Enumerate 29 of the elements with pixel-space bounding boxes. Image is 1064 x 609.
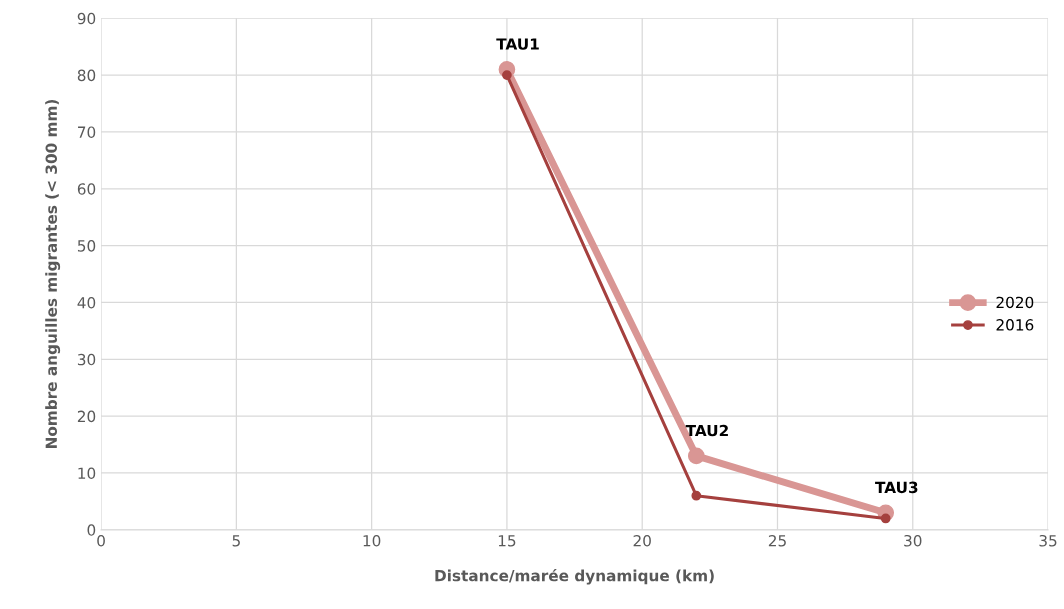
x-tick-label: 0: [97, 534, 105, 547]
point: [502, 70, 512, 80]
y-tick-label: 50: [77, 240, 96, 252]
point: [687, 447, 705, 465]
legend-label: 2020: [996, 296, 1034, 309]
y-tick-label: 30: [77, 353, 96, 366]
y-tick-label: 10: [78, 467, 96, 480]
x-tick-label: 5: [232, 535, 240, 547]
annotation: TAU3: [875, 481, 918, 494]
y-axis-title: Nombre anguilles migrantes (< 300 mm): [45, 99, 61, 449]
y-tick-label: 20: [77, 410, 96, 423]
x-tick-label: 10: [363, 534, 381, 547]
x-tick-label: 35: [1039, 534, 1057, 547]
x-tick-label: 25: [768, 534, 786, 547]
x-tick-label: 15: [498, 535, 516, 547]
y-tick-label: 90: [77, 12, 96, 25]
y-tick-label: 0: [87, 524, 96, 536]
y-tick-label: 60: [77, 183, 96, 195]
annotation: TAU2: [685, 424, 728, 437]
x-axis-title: Distance/marée dynamique (km): [435, 568, 714, 585]
legend-label: 2016: [996, 319, 1034, 331]
x-tick-label: 20: [633, 534, 651, 547]
point: [691, 490, 702, 501]
point: [880, 513, 891, 524]
y-tick-label: 80: [77, 69, 96, 82]
y-tick-label: 40: [77, 296, 96, 309]
x-tick-label: 30: [904, 534, 922, 547]
annotation: TAU1: [496, 38, 539, 50]
y-tick-label: 70: [78, 126, 96, 138]
